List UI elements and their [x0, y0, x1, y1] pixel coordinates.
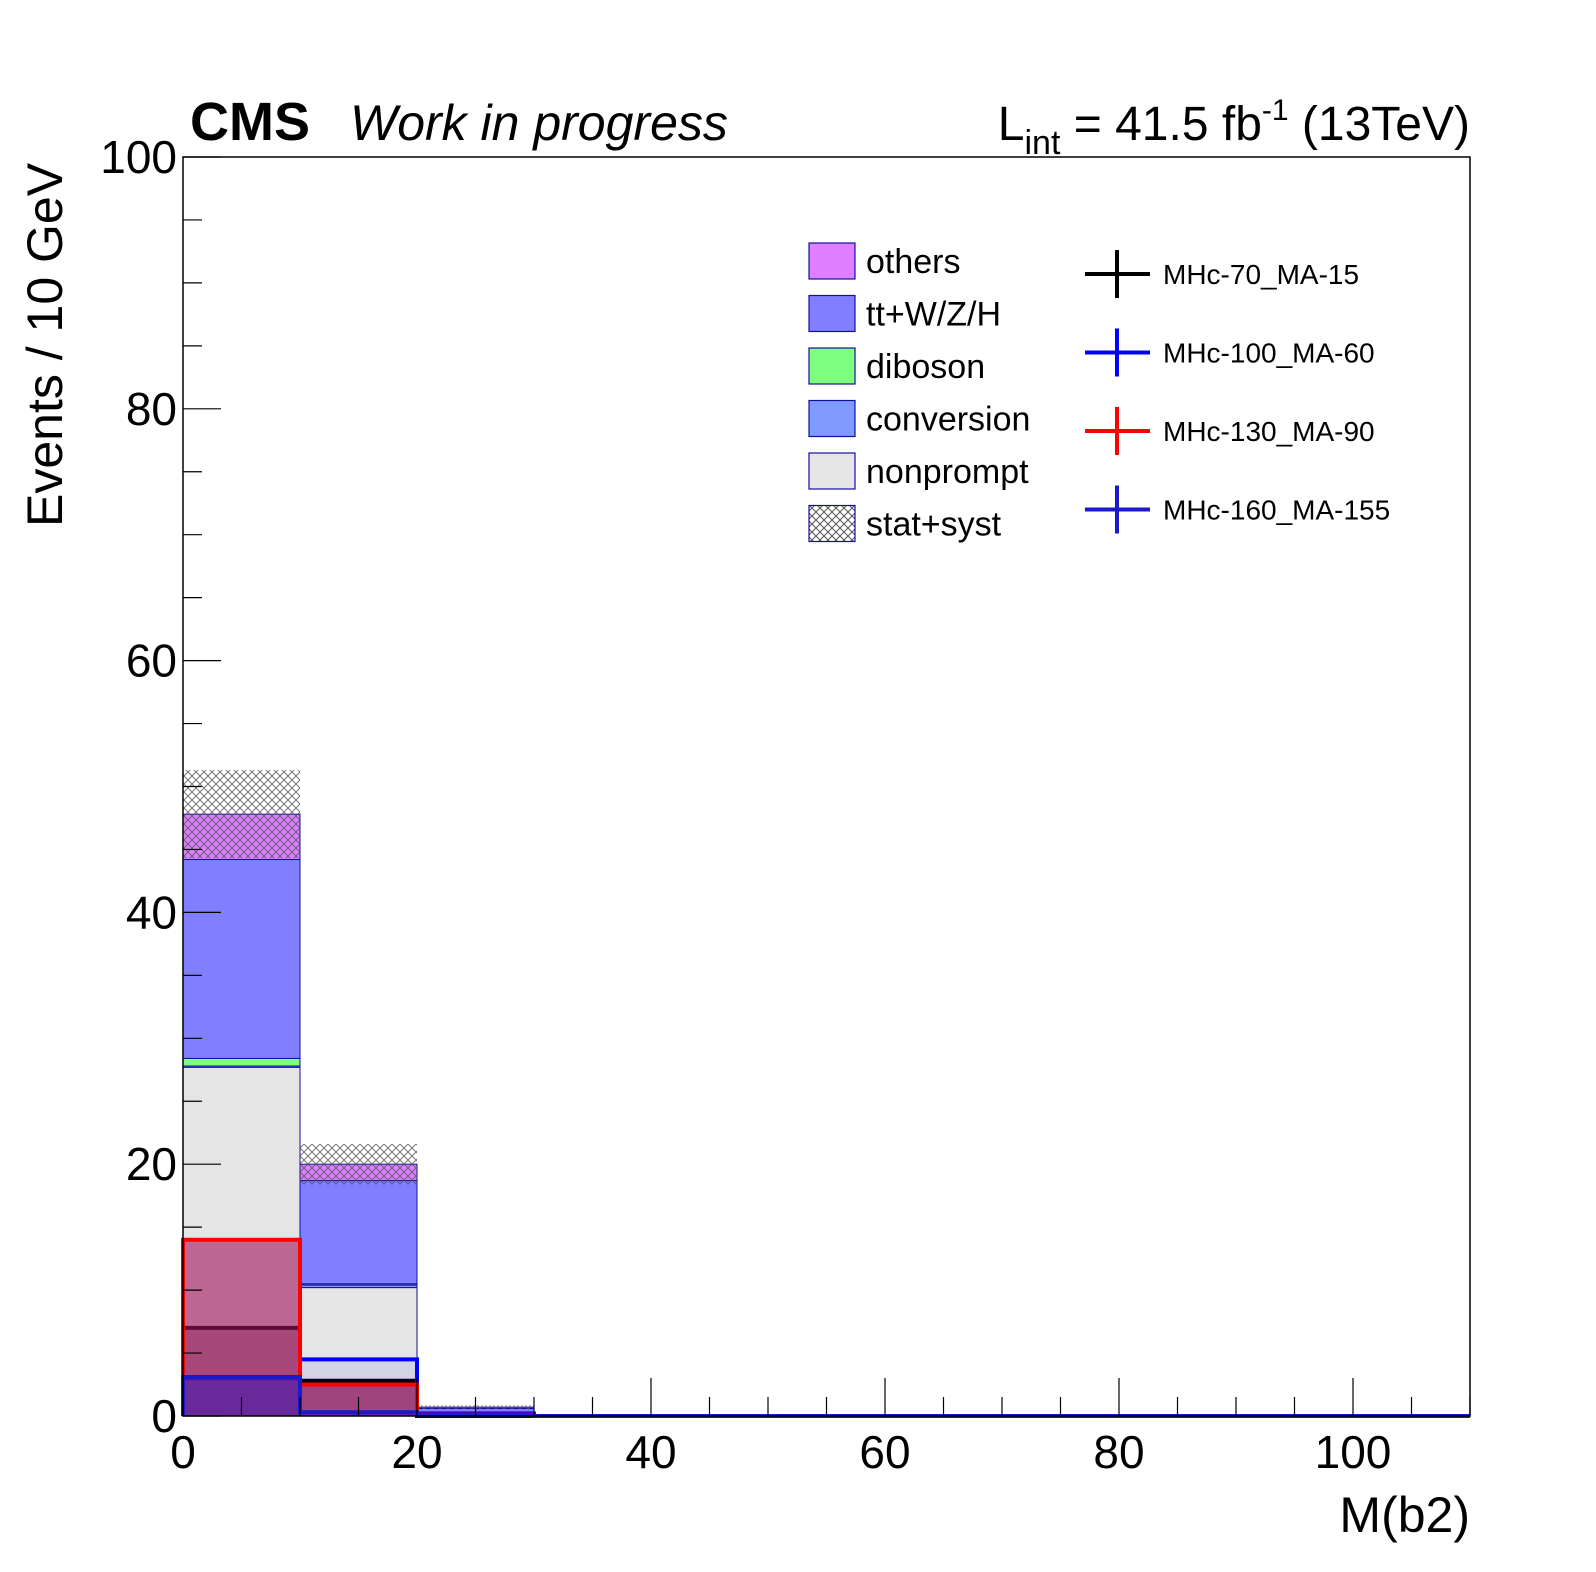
- y-tick-label-20: 20: [126, 1138, 177, 1190]
- lumi-sup: -1: [1262, 94, 1289, 127]
- signal-fill-mhc-130_ma-90: [183, 1239, 1470, 1416]
- luminosity-label: Lint = 41.5 fb-1 (13TeV): [998, 94, 1470, 162]
- y-tick-label-60: 60: [126, 635, 177, 687]
- y-axis-title: Events / 10 GeV: [17, 162, 73, 527]
- legend-swatch-conversion: [808, 399, 856, 438]
- legend-background-entries: others tt+W/Z/H diboson conversion nonprompt…: [808, 242, 1030, 544]
- bar-tt-w-z-h-bin-0: [182, 859, 301, 1059]
- x-tick-label-20: 20: [391, 1426, 442, 1478]
- legend-label-mhc-160_ma-155: MHc-160_MA-155: [1163, 495, 1390, 526]
- x-axis-ticks: [182, 1378, 1471, 1416]
- experiment-label: CMS: [190, 92, 310, 152]
- uncertainty-bin-0: [183, 770, 300, 859]
- lumi-prefix: L: [998, 98, 1025, 151]
- y-tick-label-80: 80: [126, 383, 177, 435]
- legend-label-mhc-70_ma-15: MHc-70_MA-15: [1163, 259, 1359, 290]
- x-axis-tick-labels: 0 20 40 60 80 100: [170, 1426, 1391, 1478]
- status-label: Work in progress: [350, 95, 728, 151]
- y-tick-label-100: 100: [100, 131, 177, 183]
- x-tick-label-80: 80: [1093, 1426, 1144, 1478]
- x-tick-label-100: 100: [1315, 1426, 1392, 1478]
- legend-label-diboson: diboson: [866, 348, 985, 386]
- x-tick-label-0: 0: [170, 1426, 196, 1478]
- legend-swatch-diboson: [808, 347, 856, 385]
- x-axis-title: M(b2): [1339, 1487, 1470, 1543]
- legend-label-stat-syst: stat+syst: [866, 506, 1002, 544]
- uncertainty-bin-1: [300, 1144, 417, 1185]
- legend-swatch-stat-syst: [808, 504, 856, 543]
- legend-swatch-nonprompt: [808, 452, 856, 490]
- legend-swatch-tt-w-z-h: [808, 294, 856, 333]
- y-tick-label-40: 40: [126, 886, 177, 938]
- legend-signal-entries: MHc-70_MA-15 MHc-100_MA-60 MHc-130_MA-90 MH…: [1085, 250, 1390, 534]
- x-tick-label-40: 40: [625, 1426, 676, 1478]
- legend-label-mhc-130_ma-90: MHc-130_MA-90: [1163, 416, 1375, 447]
- legend-label-mhc-100_ma-60: MHc-100_MA-60: [1163, 338, 1375, 369]
- legend-label-conversion: conversion: [866, 401, 1030, 439]
- y-tick-label-0: 0: [151, 1390, 177, 1442]
- y-axis-tick-labels: 0 20 40 60 80 100: [100, 131, 177, 1442]
- lumi-sub: int: [1024, 124, 1060, 162]
- bar-tt-w-z-h-bin-1: [299, 1180, 418, 1285]
- legend-swatch-others: [808, 242, 856, 280]
- bar-diboson-bin-0: [182, 1057, 301, 1067]
- lumi-main: = 41.5 fb: [1060, 98, 1262, 151]
- legend-label-others: others: [866, 243, 961, 281]
- y-axis-ticks: [183, 156, 221, 1417]
- legend-label-tt-w-z-h: tt+W/Z/H: [866, 296, 1001, 334]
- uncertainty-band: [183, 770, 534, 1410]
- x-tick-label-60: 60: [859, 1426, 910, 1478]
- lumi-energy: (13TeV): [1289, 98, 1470, 151]
- legend-label-nonprompt: nonprompt: [866, 453, 1029, 491]
